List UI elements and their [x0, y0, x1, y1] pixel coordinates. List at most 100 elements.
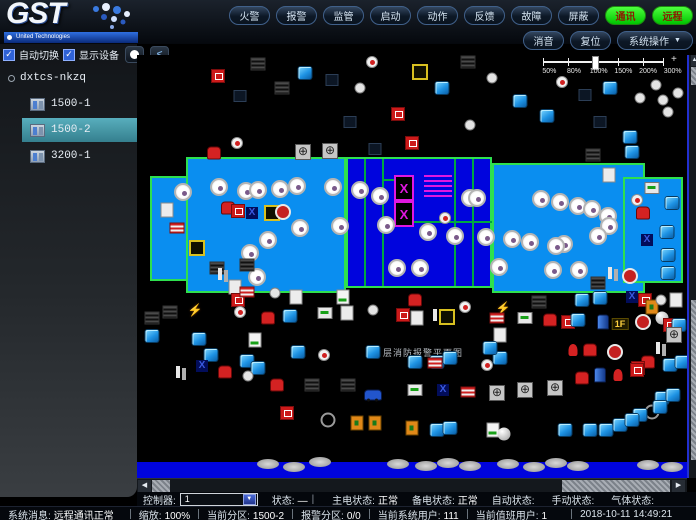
hatched-device-icon[interactable] [250, 57, 266, 71]
panel-device-icon[interactable] [289, 289, 303, 305]
green-stripe-device-icon[interactable] [644, 182, 660, 194]
smoke-detector-icon[interactable] [551, 193, 569, 211]
device-module-icon[interactable] [204, 349, 218, 361]
smoke-detector-icon[interactable] [351, 181, 369, 199]
blue-device-icon[interactable]: X [641, 234, 653, 246]
fan-device-icon[interactable]: ⊕ [489, 385, 505, 401]
device-module-icon[interactable] [653, 401, 667, 413]
smoke-detector-icon[interactable] [331, 217, 349, 235]
toolbar-button-row1-9[interactable]: 远程 [652, 6, 693, 25]
small-detector-icon[interactable] [367, 304, 379, 316]
dark-device-icon[interactable] [578, 89, 592, 101]
zoom-slider-thumb[interactable] [592, 56, 599, 70]
vertical-scrollbar-thumb[interactable] [691, 300, 696, 460]
orange-device-icon[interactable] [405, 420, 419, 436]
map-vertical-scrollbar[interactable]: ▲ [687, 55, 696, 478]
device-module-icon[interactable] [251, 362, 265, 374]
vehicle-icon[interactable] [364, 389, 382, 402]
blue-device-icon[interactable]: X [246, 207, 258, 219]
yellow-sign-icon[interactable] [439, 309, 455, 325]
red-circle-device-icon[interactable] [607, 344, 623, 360]
white-bar-device-icon[interactable] [433, 309, 437, 321]
tree-root-node[interactable]: dxtcs-nkzq [0, 66, 137, 90]
device-module-icon[interactable] [625, 414, 639, 426]
device-module-icon[interactable] [298, 67, 312, 79]
fire-alarm-box-icon[interactable] [211, 69, 225, 83]
yellow-sign-icon[interactable] [412, 64, 428, 80]
white-bar-device-icon[interactable] [656, 342, 660, 354]
small-detector-icon[interactable] [672, 87, 684, 99]
zoom-scale-label[interactable]: 150% [614, 68, 633, 75]
tree-item-1500-1[interactable]: 1500-1 [0, 92, 137, 116]
smoke-detector-icon[interactable] [547, 237, 565, 255]
hydrant-icon[interactable] [261, 311, 275, 325]
device-module-icon[interactable] [660, 226, 674, 238]
blue-device-icon[interactable]: X [437, 384, 449, 396]
toolbar-button-row1-6[interactable]: 故障 [511, 6, 552, 25]
small-detector-icon[interactable] [657, 94, 669, 106]
toolbar-button-row1-7[interactable]: 屏蔽 [558, 6, 599, 25]
lightning-device-icon[interactable]: ⚡ [187, 303, 203, 317]
smoke-detector-icon[interactable] [324, 178, 342, 196]
orange-device-icon[interactable] [645, 299, 659, 315]
toolbar-button-row1-0[interactable]: 火警 [229, 6, 270, 25]
panel-device-icon[interactable] [340, 305, 354, 321]
smoke-detector-icon[interactable] [371, 187, 389, 205]
toolbar-button-row1-3[interactable]: 启动 [370, 6, 411, 25]
device-module-icon[interactable] [540, 110, 554, 122]
hatched-device-icon[interactable] [239, 258, 255, 272]
smoke-detector-icon[interactable] [377, 216, 395, 234]
blue-device-icon[interactable]: X [626, 291, 638, 303]
toolbar-button-row1-8[interactable]: 通讯 [605, 6, 646, 25]
fire-alarm-box-icon[interactable] [630, 363, 644, 377]
alarm-detector-icon[interactable] [556, 76, 568, 88]
lightning-device-icon[interactable]: ⚡ [495, 301, 511, 315]
zoom-plus-label[interactable]: + [671, 55, 677, 65]
toolbar-button-row2-0[interactable]: 消音 [523, 31, 564, 50]
fan-device-icon[interactable]: ⊕ [322, 143, 338, 159]
device-module-icon[interactable] [575, 294, 589, 306]
device-module-icon[interactable] [408, 356, 422, 368]
controller-select[interactable]: 1 ▼ [179, 492, 258, 506]
smoke-detector-icon[interactable] [291, 219, 309, 237]
device-module-icon[interactable] [443, 352, 457, 364]
device-module-icon[interactable] [599, 424, 613, 436]
small-detector-icon[interactable] [634, 92, 646, 104]
smoke-detector-icon[interactable] [468, 189, 486, 207]
smoke-detector-icon[interactable] [532, 190, 550, 208]
zoom-slider-track[interactable] [543, 61, 663, 63]
red-stripe-device-icon[interactable] [460, 386, 476, 398]
device-module-icon[interactable] [192, 333, 206, 345]
system-operation-menu-button[interactable]: 系统操作 ▼ [617, 31, 693, 50]
green-panel-device-icon[interactable] [248, 332, 262, 348]
hydrant-icon[interactable] [270, 378, 284, 392]
hatched-device-icon[interactable] [274, 81, 290, 95]
device-module-icon[interactable] [291, 346, 305, 358]
green-stripe-device-icon[interactable] [517, 312, 533, 324]
zoom-scale-label[interactable]: 300% [663, 68, 682, 75]
floor-plan-map[interactable]: X X 层消防报警平面图 ⊕ ⊕ X X ⚡ ⚡ 1F X X ⊕ X ⊕ ⊕ ⊕ + 50% 80% 100… [137, 55, 687, 478]
scroll-up-button[interactable]: ▲ [691, 55, 696, 66]
dark-device-icon[interactable] [233, 90, 247, 102]
device-module-icon[interactable] [661, 267, 675, 279]
zoom-scale-label[interactable]: 100% [589, 68, 608, 75]
alarm-detector-icon[interactable] [631, 194, 643, 206]
smoke-detector-icon[interactable] [210, 178, 228, 196]
device-module-icon[interactable] [675, 356, 687, 368]
small-detector-icon[interactable] [486, 72, 498, 84]
tree-item-3200-1[interactable]: 3200-1 [0, 144, 137, 168]
red-stripe-device-icon[interactable] [239, 286, 255, 298]
white-bar-device-icon[interactable] [218, 268, 222, 280]
fan-device-icon[interactable]: ⊕ [547, 380, 563, 396]
smoke-detector-icon[interactable] [521, 233, 539, 251]
dark-device-icon[interactable] [343, 116, 357, 128]
red-figure-icon[interactable] [613, 369, 623, 381]
device-module-icon[interactable] [145, 330, 159, 342]
hydrant-icon[interactable] [218, 365, 232, 379]
device-module-icon[interactable] [240, 355, 254, 367]
hatched-device-icon[interactable] [531, 295, 547, 309]
show-devices-checkbox[interactable]: ✓ [63, 48, 75, 61]
toolbar-button-row1-5[interactable]: 反馈 [464, 6, 505, 25]
device-module-icon[interactable] [613, 419, 627, 431]
device-module-icon[interactable] [558, 424, 572, 436]
